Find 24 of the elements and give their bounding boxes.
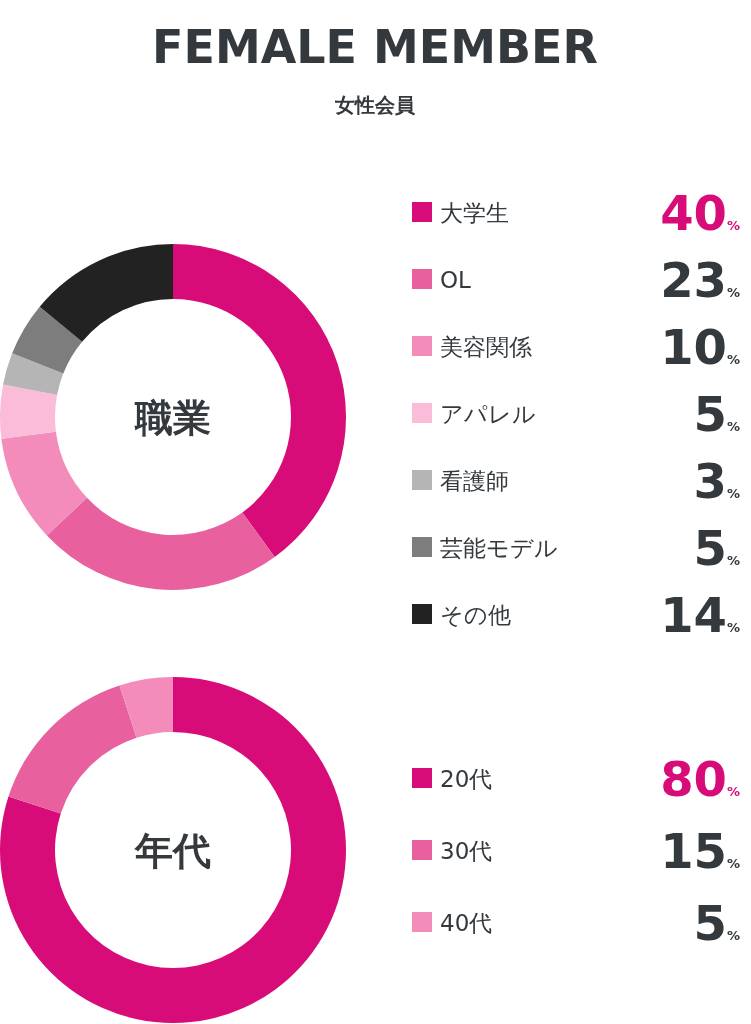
data-label: 40% [660,185,740,241]
data-label: 5% [693,895,740,951]
chart-subtitle: 女性会員 [334,93,416,117]
legend-label: 20代 [440,766,493,792]
data-label: 3% [693,453,740,509]
legend-label: 看護師 [440,468,509,494]
legend-label: 芸能モデル [440,535,558,561]
data-label: 5% [693,386,740,442]
text: 年代 [134,829,211,873]
legend-label: その他 [440,602,511,628]
chart-title: FEMALE MEMBER [152,20,598,74]
legend-label: 大学生 [440,200,509,226]
data-label: 5% [693,520,740,576]
text: 職業 [134,396,211,440]
legend-label: 美容関係 [440,334,532,360]
data-label: 23% [660,252,740,308]
legend-label: OL [440,267,472,293]
data-label: 10% [660,319,740,375]
legend-label: 30代 [440,838,493,864]
legend-label: 40代 [440,910,493,936]
legend-label: アパレル [440,401,536,427]
data-label: 80% [660,751,740,807]
data-label: 15% [660,823,740,879]
data-label: 14% [660,587,740,643]
